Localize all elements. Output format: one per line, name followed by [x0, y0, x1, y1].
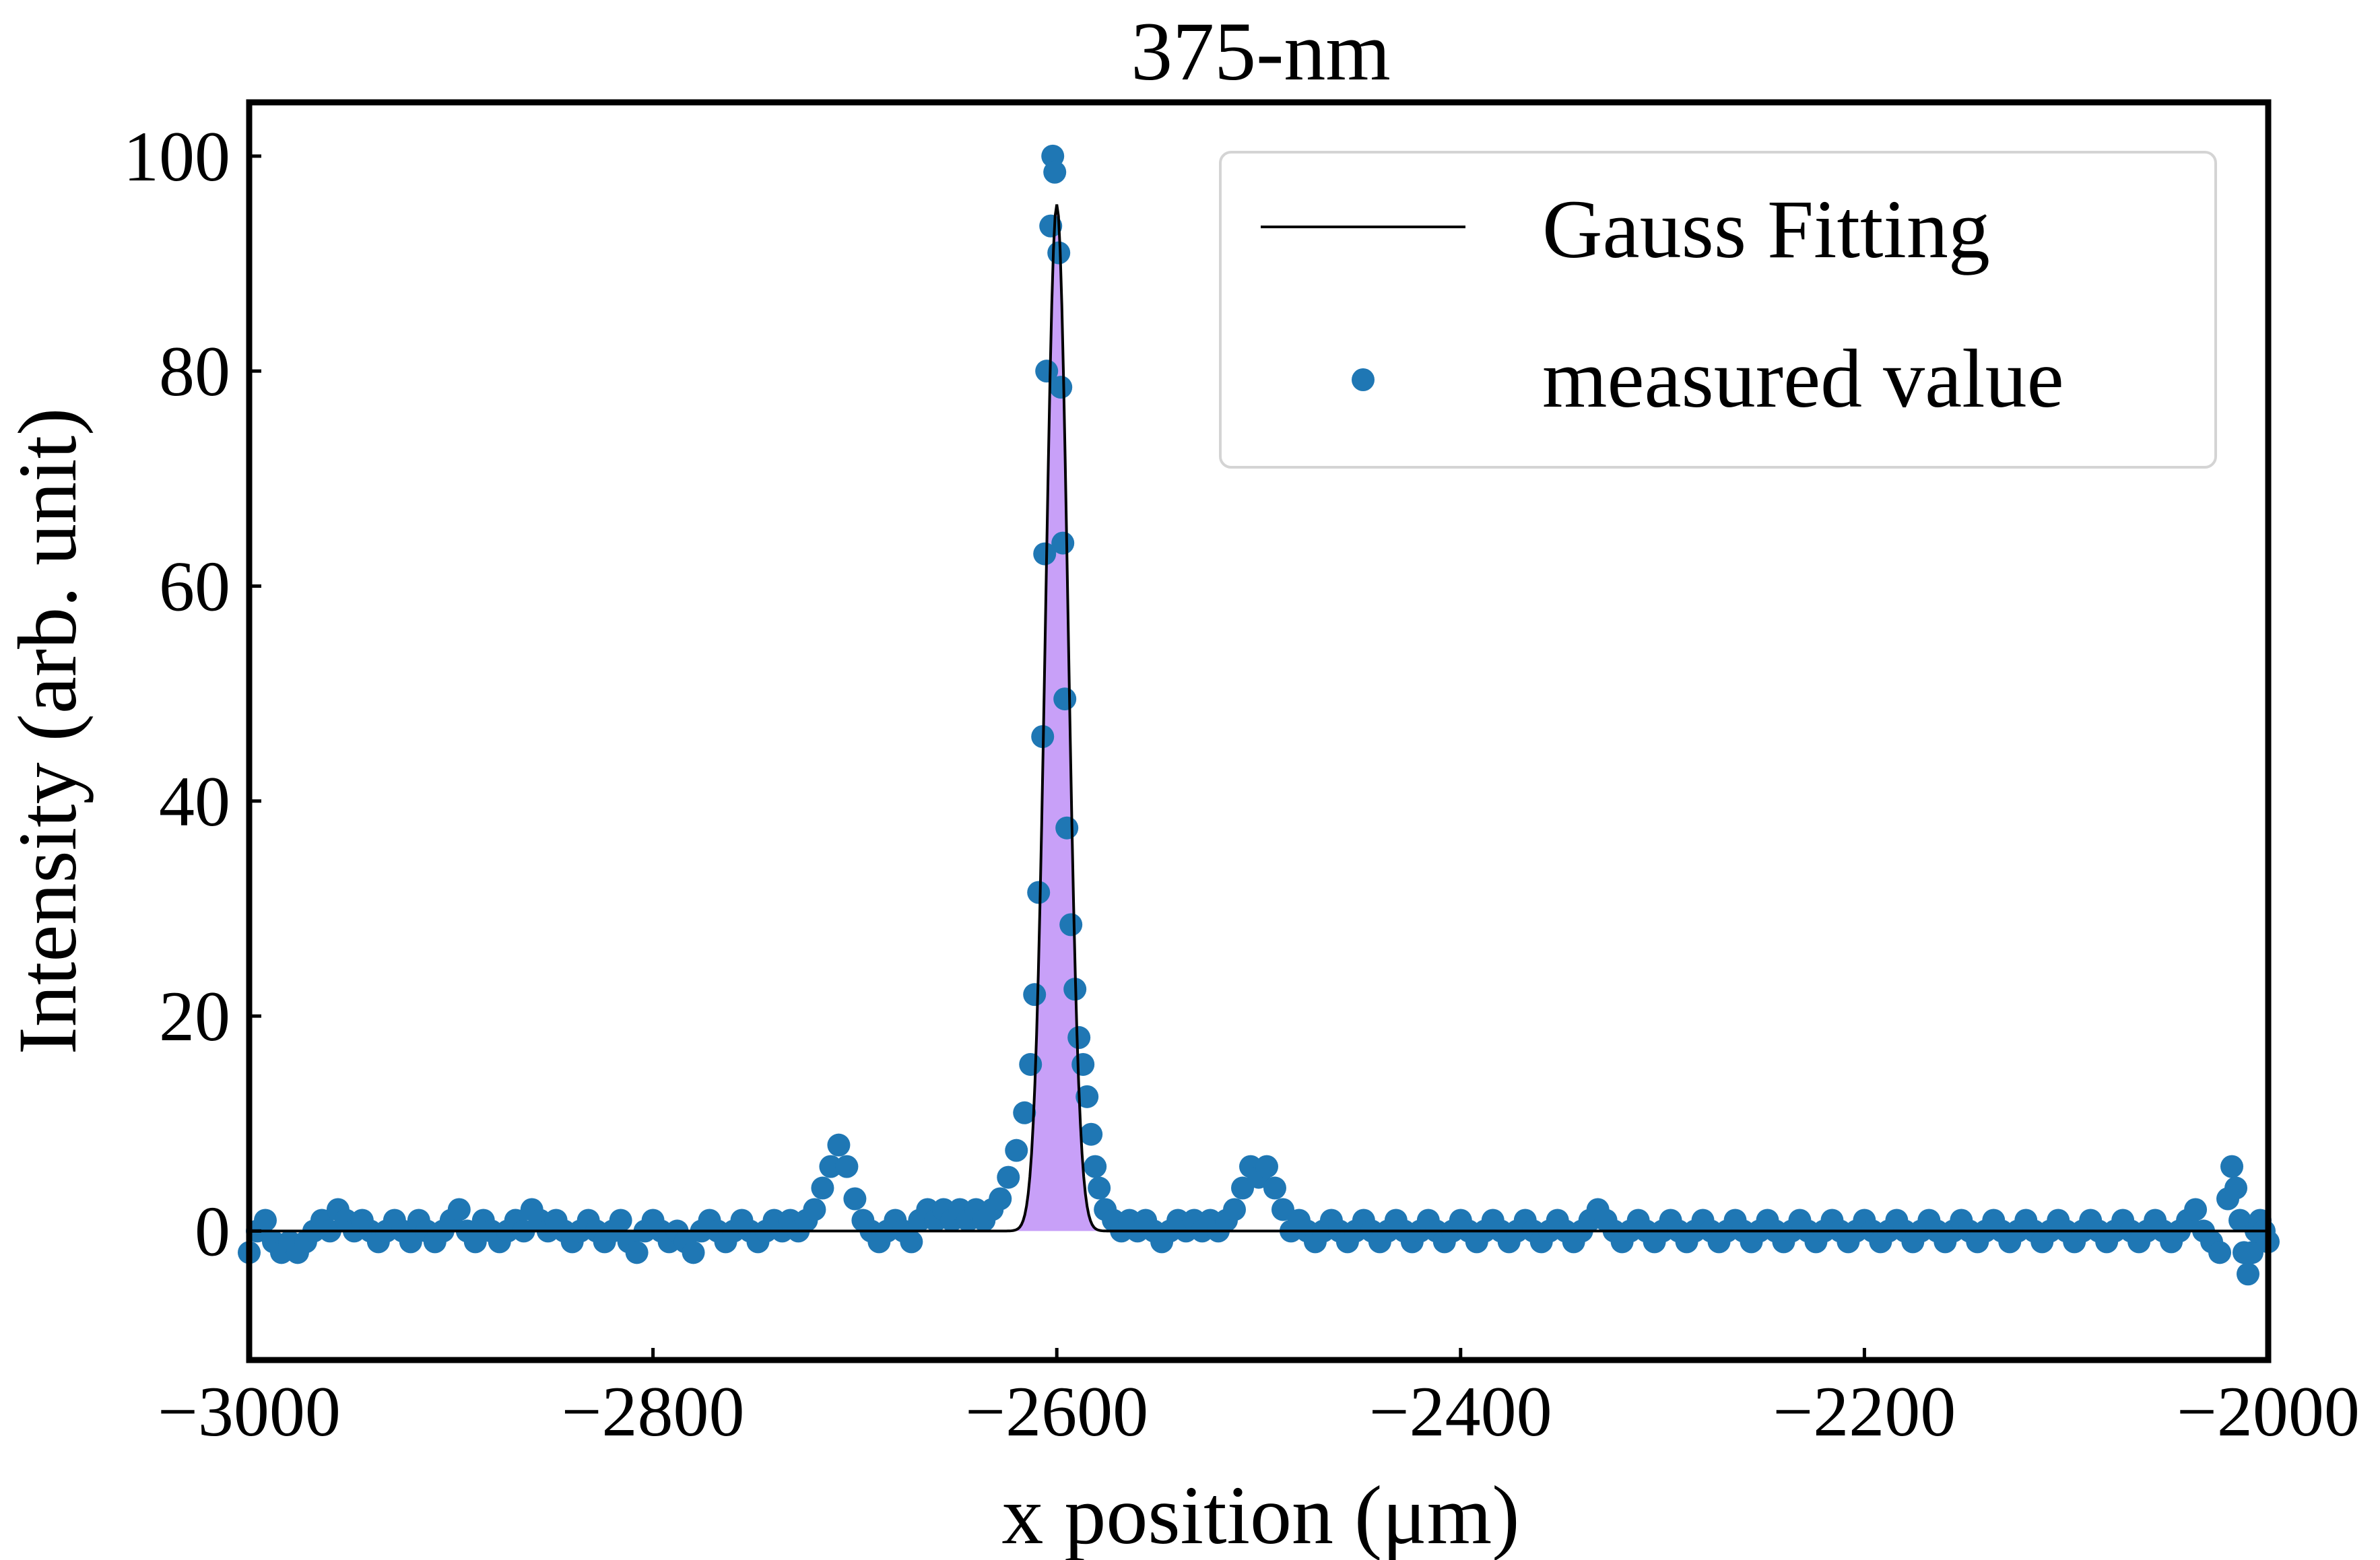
scatter-point [1051, 531, 1075, 555]
scatter-point [2224, 1176, 2248, 1200]
x-axis-label: x position (μm) [1001, 1469, 1519, 1560]
y-tick-label: 100 [123, 117, 230, 196]
legend-label-gauss-fitting: Gauss Fitting [1542, 183, 1990, 275]
scatter-point [843, 1187, 867, 1211]
scatter-point [1231, 1176, 1255, 1200]
scatter-point [2228, 1209, 2252, 1232]
scatter-point [2184, 1198, 2208, 1221]
scatter-point [1013, 1101, 1036, 1124]
x-tick-label: −3000 [158, 1372, 341, 1451]
legend-label-measured-value: measured value [1542, 333, 2064, 425]
scatter-point [1071, 1052, 1095, 1076]
y-axis-label: Intensity (arb. unit) [1, 408, 94, 1055]
scatter-point [1019, 1052, 1043, 1076]
gauss-fill-area [1001, 204, 1113, 1231]
scatter-point [1263, 1176, 1286, 1200]
y-tick-label: 0 [195, 1192, 230, 1270]
scatter-point [1023, 983, 1047, 1007]
x-tick-label: −2200 [1773, 1372, 1956, 1451]
scatter-point [827, 1133, 851, 1157]
x-tick-label: −2000 [2177, 1372, 2360, 1451]
legend-box [1219, 151, 2217, 469]
scatter-point [399, 1230, 422, 1254]
y-tick-label: 20 [159, 977, 230, 1056]
scatter-point [253, 1209, 277, 1232]
x-tick-label: −2600 [965, 1372, 1148, 1451]
scatter-point [1033, 542, 1057, 566]
plot-frame [246, 99, 2272, 1363]
scatter-point [803, 1198, 826, 1221]
scatter-point [1039, 214, 1063, 238]
scatter-point [819, 1155, 842, 1178]
scatter-point [1043, 160, 1067, 184]
scatter-point [1049, 376, 1073, 399]
scatter-point [1271, 1198, 1294, 1221]
scatter-point [997, 1165, 1020, 1189]
scatter-point [2237, 1262, 2260, 1286]
scatter-point [447, 1198, 471, 1221]
scatter-point [1084, 1155, 1107, 1178]
scatter-point [609, 1209, 632, 1232]
y-axis-ticks: 0 20 40 60 80 100 [123, 117, 261, 1270]
scatter-point [1055, 816, 1079, 840]
scatter-point [1067, 1026, 1091, 1050]
scatter-point [1053, 687, 1077, 711]
chart-title: 375-nm [1131, 5, 1391, 98]
y-tick-label: 80 [159, 332, 230, 411]
y-tick-label: 40 [159, 762, 230, 841]
scatter-point [2241, 1241, 2264, 1264]
scatter-point [1080, 1122, 1103, 1146]
scatter-point [1088, 1176, 1111, 1200]
scatter-point [2220, 1155, 2244, 1178]
legend: Gauss Fitting measured value [1219, 151, 2217, 469]
x-tick-label: −2400 [1369, 1372, 1552, 1451]
scatter-point [1076, 1085, 1099, 1108]
x-tick-label: −2800 [562, 1372, 745, 1451]
scatter-point [835, 1155, 859, 1178]
scatter-point [1035, 360, 1059, 383]
gauss-fit-line [249, 204, 2268, 1233]
scatter-point [1005, 1139, 1028, 1162]
y-tick-label: 60 [159, 547, 230, 625]
scatter-point [1223, 1198, 1247, 1221]
scatter-point [989, 1187, 1012, 1211]
scatter-point [1027, 881, 1051, 904]
scatter-point [463, 1230, 487, 1254]
scatter-point [682, 1241, 705, 1264]
x-axis-ticks: −3000 −2800 −2600 −2400 −2200 −2000 [158, 1348, 2360, 1451]
scatter-point [1059, 913, 1083, 937]
scatter-point [811, 1176, 834, 1200]
scatter-point [2208, 1241, 2232, 1264]
scatter-point [625, 1241, 649, 1264]
scatter-point [900, 1230, 923, 1254]
legend-marker-swatch [1352, 368, 1375, 391]
scatter-point [1255, 1155, 1278, 1178]
